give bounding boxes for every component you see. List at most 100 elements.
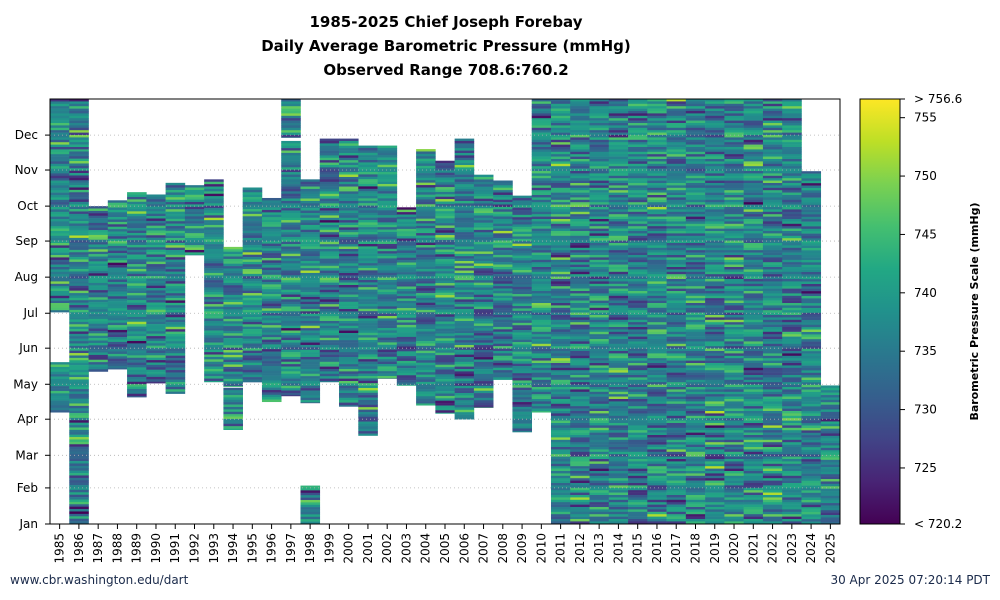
- heatmap-cell: [743, 324, 764, 328]
- heatmap-cell: [493, 288, 513, 292]
- heatmap-cell: [454, 301, 475, 305]
- heatmap-cell: [69, 264, 89, 267]
- heatmap-cell: [608, 223, 629, 227]
- heatmap-cell: [589, 456, 610, 460]
- heatmap-cell: [416, 386, 436, 390]
- heatmap-cell: [358, 303, 378, 307]
- heatmap-cell: [493, 286, 513, 289]
- heatmap-cell: [782, 216, 802, 220]
- heatmap-cell: [69, 204, 89, 207]
- heatmap-cell: [416, 187, 436, 191]
- heatmap-cell: [396, 257, 417, 261]
- heatmap-cell: [377, 176, 398, 180]
- heatmap-cell: [300, 352, 321, 355]
- heatmap-cell: [358, 371, 378, 374]
- heatmap-cell: [454, 186, 475, 190]
- heatmap-cell: [396, 216, 417, 220]
- heatmap-cell: [261, 217, 282, 220]
- heatmap-cell: [473, 234, 494, 238]
- heatmap-cell: [223, 328, 243, 332]
- heatmap-cell: [647, 199, 667, 203]
- heatmap-cell: [608, 132, 629, 136]
- heatmap-cell: [165, 247, 186, 251]
- heatmap-cell: [242, 367, 263, 371]
- heatmap-cell: [608, 250, 629, 253]
- heatmap-cell: [570, 269, 590, 273]
- heatmap-cell: [339, 311, 359, 315]
- heatmap-cell: [339, 229, 359, 233]
- heatmap-cell: [531, 197, 552, 201]
- heatmap-cell: [666, 475, 687, 479]
- heatmap-cell: [724, 324, 744, 328]
- heatmap-cell: [608, 391, 629, 395]
- heatmap-cell: [300, 308, 321, 312]
- heatmap-cell: [685, 483, 706, 486]
- heatmap-cell: [705, 235, 725, 239]
- heatmap-cell: [550, 276, 571, 280]
- heatmap-cell: [242, 305, 263, 308]
- heatmap-cell: [685, 480, 706, 484]
- heatmap-cell: [724, 135, 744, 138]
- heatmap-cell: [358, 246, 378, 250]
- heatmap-cell: [531, 250, 552, 253]
- heatmap-cell: [146, 297, 166, 301]
- heatmap-cell: [88, 208, 109, 212]
- heatmap-cell: [416, 401, 436, 404]
- heatmap-cell: [396, 250, 417, 254]
- heatmap-cell: [358, 385, 378, 389]
- heatmap-cell: [165, 300, 186, 304]
- heatmap-cell: [165, 242, 186, 246]
- heatmap-cell: [743, 207, 764, 210]
- heatmap-cell: [473, 174, 494, 178]
- heatmap-cell: [300, 313, 321, 317]
- heatmap-cell: [377, 263, 398, 266]
- heatmap-cell: [550, 312, 571, 316]
- heatmap-cell: [281, 220, 301, 223]
- heatmap-cell: [589, 286, 610, 289]
- heatmap-cell: [762, 418, 783, 421]
- heatmap-cell: [570, 207, 590, 210]
- heatmap-cell: [762, 257, 783, 261]
- heatmap-cell: [570, 139, 590, 143]
- heatmap-cell: [743, 406, 764, 409]
- heatmap-cell: [705, 202, 725, 205]
- heatmap-cell: [281, 229, 301, 233]
- heatmap-cell: [666, 192, 687, 196]
- heatmap-cell: [705, 439, 725, 443]
- heatmap-cell: [685, 389, 706, 393]
- heatmap-cell: [647, 463, 667, 467]
- heatmap-cell: [242, 209, 263, 212]
- heatmap-cell: [204, 196, 224, 199]
- heatmap-cell: [50, 171, 70, 174]
- heatmap-cell: [50, 106, 70, 109]
- heatmap-cell: [281, 373, 301, 377]
- heatmap-cell: [705, 485, 725, 489]
- heatmap-cell: [589, 427, 610, 431]
- heatmap-cell: [666, 473, 687, 477]
- heatmap-cell: [107, 209, 128, 213]
- heatmap-cell: [608, 375, 629, 378]
- heatmap-cell: [762, 192, 783, 196]
- heatmap-cell: [300, 495, 321, 498]
- heatmap-cell: [223, 290, 243, 293]
- heatmap-cell: [454, 224, 475, 228]
- heatmap-cell: [493, 194, 513, 198]
- heatmap-cell: [550, 281, 571, 285]
- heatmap-cell: [493, 247, 513, 251]
- heatmap-cell: [782, 125, 802, 129]
- heatmap-cell: [589, 240, 610, 244]
- heatmap-cell: [531, 231, 552, 234]
- heatmap-cell: [550, 427, 571, 431]
- heatmap-cell: [666, 295, 687, 299]
- heatmap-cell: [666, 245, 687, 249]
- heatmap-cell: [743, 377, 764, 381]
- heatmap-cell: [762, 415, 783, 419]
- heatmap-cell: [724, 221, 744, 225]
- heatmap-cell: [647, 149, 667, 153]
- heatmap-cell: [242, 309, 263, 313]
- heatmap-cell: [608, 219, 629, 222]
- heatmap-cell: [281, 244, 301, 247]
- heatmap-cell: [204, 313, 224, 317]
- heatmap-cell: [50, 175, 70, 179]
- heatmap-cell: [146, 273, 166, 277]
